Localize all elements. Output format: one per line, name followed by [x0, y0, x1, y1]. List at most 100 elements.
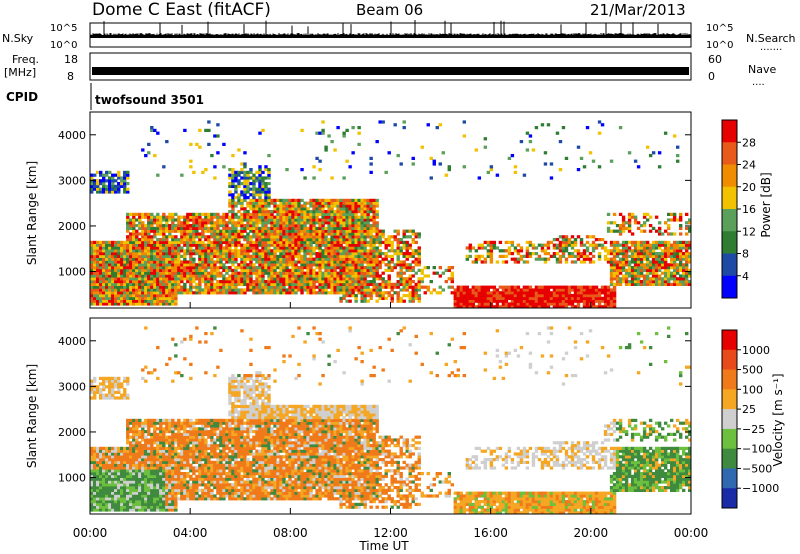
heatmap-cell: [330, 246, 334, 250]
heatmap-cell: [615, 246, 620, 250]
heatmap-cell: [318, 249, 322, 253]
heatmap-cell: [138, 254, 142, 258]
heatmap-cell: [198, 212, 202, 216]
heatmap-cell: [234, 266, 238, 270]
heatmap-cell: [339, 285, 343, 289]
heatmap-cell: [564, 249, 569, 253]
heatmap-cell: [627, 249, 632, 253]
heatmap-cell: [675, 266, 680, 270]
heatmap-cell: [477, 257, 482, 261]
heatmap-cell: [198, 274, 202, 278]
heatmap-cell: [462, 120, 467, 124]
heatmap-cell: [357, 240, 361, 244]
heatmap-cell: [387, 291, 391, 295]
heatmap-cell: [210, 229, 214, 233]
heatmap-cell: [285, 232, 289, 236]
heatmap-cell: [90, 452, 94, 456]
heatmap-cell: [318, 282, 322, 286]
heatmap-cell: [513, 294, 518, 298]
heatmap-cell: [573, 288, 578, 292]
heatmap-cell: [507, 305, 512, 309]
heatmap-cell: [426, 274, 430, 278]
heatmap-cell: [330, 210, 334, 214]
heatmap-cell: [120, 472, 124, 476]
heatmap-cell: [102, 458, 106, 462]
heatmap-cell: [135, 274, 139, 278]
heatmap-cell: [618, 266, 623, 270]
heatmap-cell: [363, 238, 367, 242]
heatmap-cell: [297, 212, 301, 216]
heatmap-cell: [300, 263, 304, 267]
heatmap-cell: [270, 277, 274, 281]
heatmap-cell: [288, 224, 292, 228]
heatmap-cell: [300, 271, 304, 275]
heatmap-cell: [147, 212, 151, 216]
heatmap-cell: [357, 215, 361, 219]
heatmap-cell: [165, 235, 169, 239]
heatmap-cell: [609, 291, 614, 295]
heatmap-cell: [108, 187, 112, 191]
heatmap-cell: [207, 142, 211, 146]
heatmap-cell: [219, 249, 223, 253]
heatmap-cell: [174, 268, 178, 272]
heatmap-cell: [93, 390, 97, 394]
heatmap-cell: [327, 254, 331, 258]
heatmap-cell: [240, 288, 244, 292]
colorbar-swatch: [722, 164, 737, 188]
heatmap-cell: [498, 291, 503, 295]
heatmap-cell: [240, 246, 244, 250]
heatmap-cell: [258, 173, 262, 177]
heatmap-cell: [384, 296, 388, 300]
heatmap-cell: [120, 480, 124, 484]
heatmap-cell: [279, 226, 283, 230]
heatmap-cell: [279, 282, 283, 286]
heatmap-cell: [339, 263, 343, 267]
heatmap-cell: [264, 238, 268, 242]
heatmap-cell: [688, 243, 692, 247]
heatmap-cell: [159, 299, 163, 303]
heatmap-cell: [177, 277, 181, 281]
heatmap-cell: [96, 240, 100, 244]
heatmap-cell: [96, 277, 100, 281]
heatmap-cell: [255, 252, 259, 256]
heatmap-cell: [102, 494, 106, 498]
heatmap-cell: [297, 257, 301, 261]
heatmap-cell: [603, 285, 608, 289]
heatmap-cell: [231, 210, 235, 214]
heatmap-cell: [171, 243, 175, 247]
heatmap-cell: [99, 477, 103, 481]
heatmap-cell: [630, 212, 635, 216]
heatmap-cell: [270, 254, 274, 258]
heatmap-cell: [261, 257, 265, 261]
y-tick-label: 2000: [58, 220, 86, 233]
heatmap-cell: [222, 252, 226, 256]
heatmap-cell: [141, 246, 145, 250]
heatmap-cell: [282, 212, 286, 216]
heatmap-cell: [645, 257, 650, 261]
heatmap-cell: [291, 268, 295, 272]
heatmap-cell: [129, 243, 133, 247]
heatmap-cell: [615, 268, 620, 272]
heatmap-cell: [93, 263, 97, 267]
heatmap-cell: [651, 282, 656, 286]
heatmap-cell: [102, 263, 106, 267]
heatmap-cell: [660, 254, 665, 258]
heatmap-cell: [216, 215, 220, 219]
heatmap-cell: [627, 263, 632, 267]
heatmap-cell: [102, 277, 106, 281]
heatmap-cell: [114, 491, 118, 495]
heatmap-cell: [366, 232, 370, 236]
heatmap-cell: [261, 240, 265, 244]
heatmap-cell: [276, 280, 280, 284]
heatmap-cell: [639, 260, 644, 264]
heatmap-cell: [267, 285, 271, 289]
heatmap-cell: [93, 294, 97, 298]
heatmap-cell: [96, 296, 100, 300]
heatmap-cell: [633, 249, 638, 253]
heatmap-cell: [306, 221, 310, 225]
heatmap-cell: [273, 291, 277, 295]
heatmap-cell: [99, 388, 103, 392]
heatmap-cell: [285, 238, 289, 242]
heatmap-cell: [264, 198, 268, 202]
heatmap-cell: [552, 302, 557, 306]
